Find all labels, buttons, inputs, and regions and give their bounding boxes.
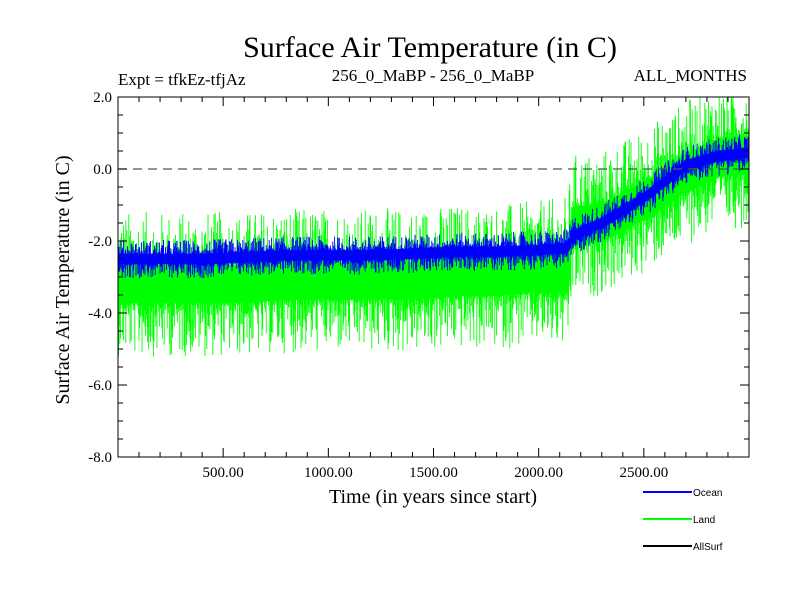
y-tick-label: 2.0 (93, 90, 112, 106)
x-tick-label: 2000.00 (514, 465, 563, 481)
legend-label-allsurf: AllSurf (693, 542, 723, 553)
chart-title: Surface Air Temperature (in C) (243, 31, 617, 64)
y-tick-label: -8.0 (88, 450, 112, 466)
y-tick-label: -2.0 (88, 234, 112, 250)
x-axis-label: Time (in years since start) (329, 486, 537, 508)
series-ocean-trace (118, 134, 749, 279)
series-land (118, 97, 749, 357)
legend-label-ocean: Ocean (693, 488, 722, 499)
legend: Ocean Land AllSurf (643, 488, 723, 553)
series-ocean (118, 134, 749, 279)
subtitle-right: ALL_MONTHS (634, 66, 747, 85)
plot-data-layer (118, 97, 749, 357)
subtitle-left: Expt = tfkEz-tfjAz (118, 70, 246, 89)
x-tick-label: 1500.00 (409, 465, 458, 481)
y-tick-label: -4.0 (88, 306, 112, 322)
x-tick-label: 500.00 (203, 465, 244, 481)
y-tick-label: 0.0 (93, 162, 112, 178)
x-tick-label: 1000.00 (304, 465, 353, 481)
y-axis-label: Surface Air Temperature (in C) (52, 155, 74, 404)
subtitle-center: 256_0_MaBP - 256_0_MaBP (332, 66, 534, 85)
y-tick-label: -6.0 (88, 378, 112, 394)
legend-label-land: Land (693, 515, 715, 526)
series-land-trace (118, 97, 749, 357)
x-tick-label: 2500.00 (619, 465, 668, 481)
axis-layer: -8.0 -6.0 -4.0 -2.0 0.0 2.0 500.00 1000.00 1500.… (88, 90, 750, 481)
